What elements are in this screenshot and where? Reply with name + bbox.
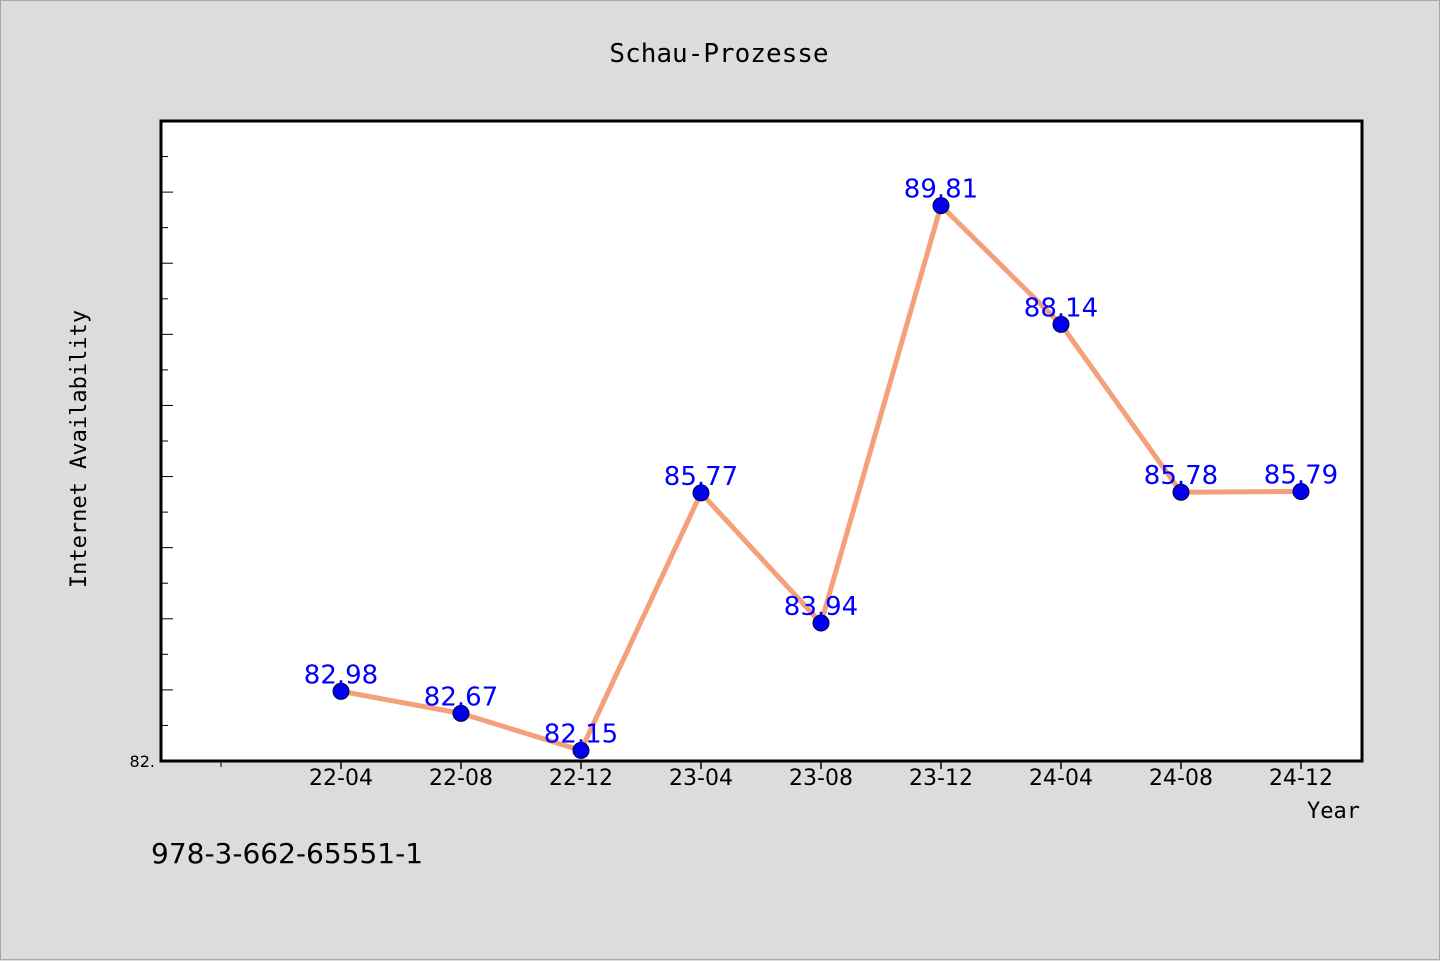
data-point bbox=[1292, 482, 1310, 500]
data-point bbox=[932, 197, 950, 215]
y-axis-ticks bbox=[161, 156, 173, 726]
data-label: 88.14 bbox=[1024, 293, 1098, 323]
x-tick-label: 22-08 bbox=[429, 766, 493, 791]
data-point bbox=[812, 614, 830, 632]
data-labels: 82.98 82.67 82.15 85.77 83.94 89.81 88.14 85.78… bbox=[304, 175, 1338, 750]
data-label: 85.77 bbox=[664, 462, 738, 492]
data-label: 82.15 bbox=[544, 719, 618, 749]
data-point bbox=[452, 704, 470, 722]
data-label: 83.94 bbox=[784, 592, 858, 622]
x-tick-label: 23-04 bbox=[669, 766, 733, 791]
isbn-caption: 978-3-662-65551-1 bbox=[151, 837, 423, 870]
data-point bbox=[332, 682, 350, 700]
data-label: 85.78 bbox=[1144, 461, 1218, 491]
plot-area bbox=[159, 119, 1364, 763]
data-label: 85.79 bbox=[1264, 460, 1338, 490]
data-label: 89.81 bbox=[904, 175, 978, 205]
data-label: 82.98 bbox=[304, 660, 378, 690]
x-tick-label: 22-12 bbox=[549, 766, 613, 791]
y-tick-label: 82. bbox=[130, 752, 155, 771]
data-point bbox=[692, 484, 710, 502]
data-point bbox=[572, 741, 590, 759]
x-tick-label: 23-08 bbox=[789, 766, 853, 791]
x-axis-ticks: 22-04 22-08 22-12 23-04 23-08 23-12 24-04 24-08… bbox=[220, 761, 1333, 791]
data-point bbox=[1052, 315, 1070, 333]
x-tick-label: 24-08 bbox=[1149, 766, 1213, 791]
x-tick-label: 24-04 bbox=[1029, 766, 1093, 791]
data-label: 82.67 bbox=[424, 682, 498, 712]
data-point bbox=[1172, 483, 1190, 501]
x-tick-label: 23-12 bbox=[909, 766, 973, 791]
y-axis-tick-labels: 82. bbox=[130, 752, 155, 771]
chart-title: Schau-Prozesse bbox=[609, 39, 828, 69]
y-axis-label: Internet Availability bbox=[67, 310, 92, 588]
x-axis-label: Year bbox=[1307, 799, 1360, 824]
series-points bbox=[332, 197, 1310, 759]
x-tick-label: 24-12 bbox=[1269, 766, 1333, 791]
x-tick-label: 22-04 bbox=[309, 766, 373, 791]
